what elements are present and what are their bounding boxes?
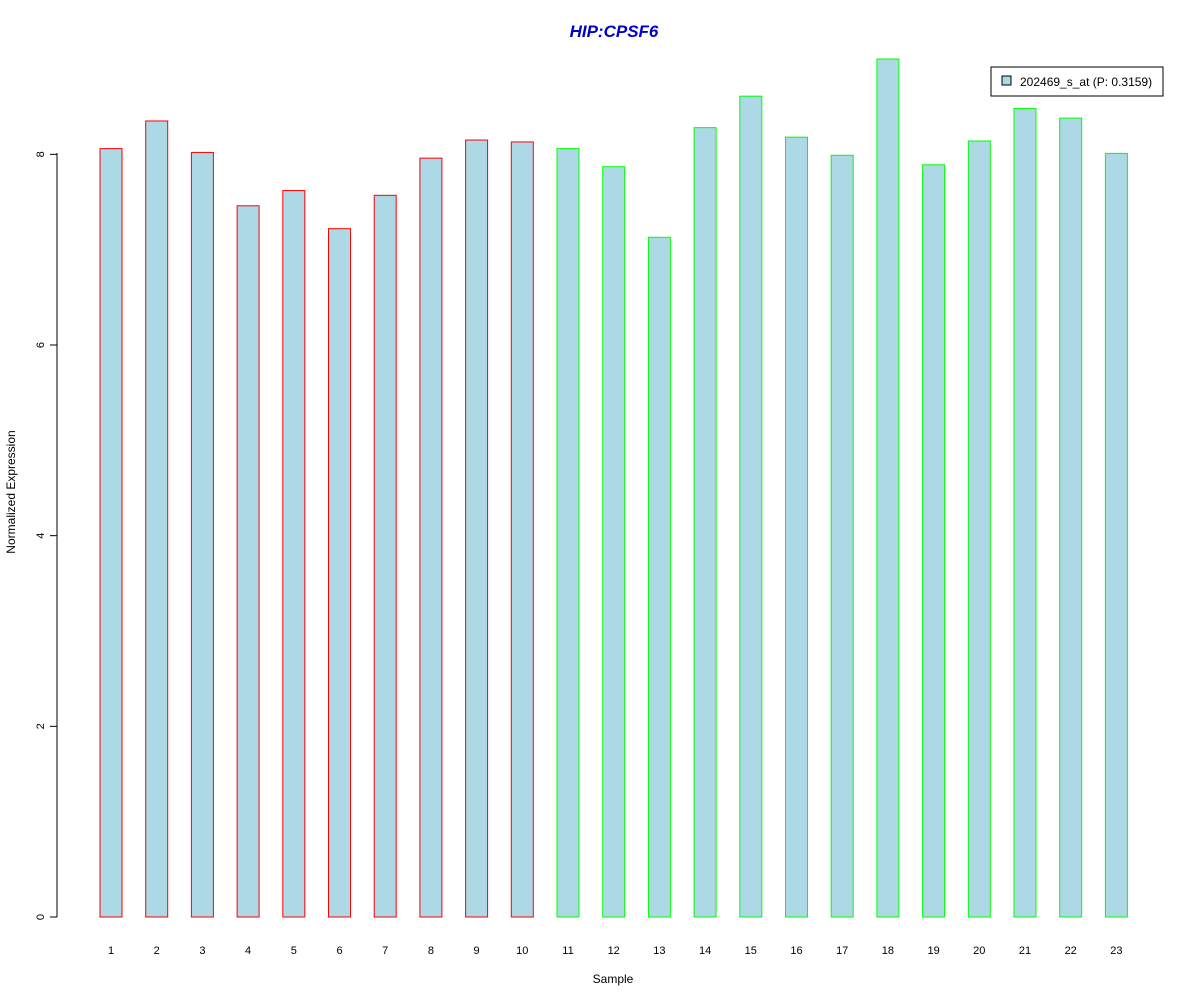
- bar: [328, 228, 351, 918]
- bar: [693, 127, 717, 918]
- x-axis-label: Sample: [593, 972, 634, 986]
- bar: [830, 154, 854, 918]
- legend-swatch: [1001, 75, 1012, 86]
- y-tick-label: 2: [35, 723, 47, 729]
- x-tick-label: 9: [474, 945, 480, 957]
- x-tick-label: 20: [973, 945, 985, 957]
- x-tick-label: 17: [836, 945, 848, 957]
- bar: [556, 148, 580, 918]
- legend-label: 202469_s_at (P: 0.3159): [1020, 75, 1152, 89]
- chart-title: HIP:CPSF6: [570, 22, 659, 41]
- y-axis: 0 2 4 6 8: [35, 151, 57, 920]
- y-tick-label: 6: [35, 342, 47, 348]
- x-tick-label: 8: [428, 945, 434, 957]
- bar: [1059, 117, 1083, 918]
- bar: [1013, 108, 1037, 918]
- x-tick-label: 22: [1065, 945, 1077, 957]
- bar: [145, 120, 169, 918]
- bar: [785, 136, 808, 918]
- bar: [602, 166, 626, 918]
- x-tick-label: 18: [882, 945, 894, 957]
- x-axis-tick-labels: 1 2 3 4 5 6 7 8 9 10 11 12 13 14 15 16 17 18 19 20 21 22 23: [108, 945, 1123, 957]
- x-tick-label: 7: [382, 945, 388, 957]
- bar: [190, 151, 214, 918]
- x-tick-label: 3: [199, 945, 205, 957]
- x-tick-label: 14: [699, 945, 711, 957]
- bar: [465, 139, 489, 918]
- x-tick-label: 5: [291, 945, 297, 957]
- x-tick-label: 21: [1019, 945, 1031, 957]
- x-tick-label: 11: [562, 945, 573, 957]
- x-tick-label: 23: [1110, 945, 1122, 957]
- x-tick-label: 6: [336, 945, 342, 957]
- bar: [647, 236, 671, 918]
- x-tick-label: 4: [245, 945, 251, 957]
- bar: [1104, 152, 1128, 918]
- y-axis-label: Normalized Expression: [4, 430, 18, 553]
- x-tick-label: 1: [108, 945, 114, 957]
- bar: [967, 140, 991, 918]
- bar: [373, 194, 397, 918]
- bar: [99, 148, 123, 918]
- bar: [282, 190, 306, 918]
- bar: [236, 205, 260, 918]
- bars-group: [99, 58, 1128, 918]
- x-tick-label: 13: [653, 945, 665, 957]
- y-tick-label: 8: [35, 151, 47, 157]
- x-tick-label: 16: [790, 945, 802, 957]
- bar: [922, 164, 946, 918]
- x-tick-label: 10: [516, 945, 528, 957]
- bar: [739, 95, 763, 918]
- bar: [419, 157, 443, 918]
- x-tick-label: 2: [154, 945, 160, 957]
- x-tick-label: 19: [927, 945, 939, 957]
- x-tick-label: 15: [745, 945, 757, 957]
- legend: 202469_s_at (P: 0.3159): [990, 66, 1164, 97]
- y-tick-label: 4: [35, 533, 47, 539]
- bar: [876, 58, 900, 918]
- bar: [510, 141, 534, 918]
- y-tick-label: 0: [35, 914, 47, 920]
- legend-box: [990, 66, 1164, 97]
- x-tick-label: 12: [608, 945, 620, 957]
